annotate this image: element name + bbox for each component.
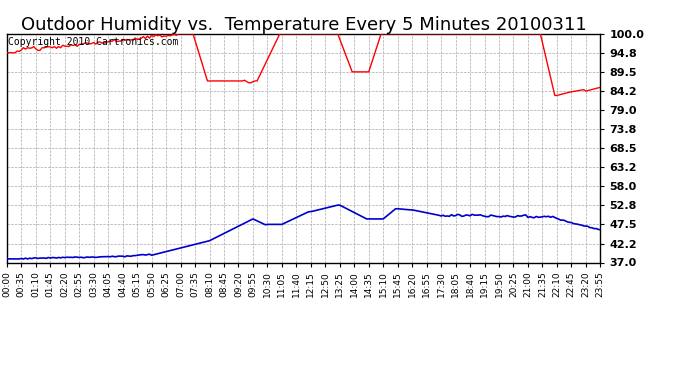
Title: Outdoor Humidity vs.  Temperature Every 5 Minutes 20100311: Outdoor Humidity vs. Temperature Every 5… bbox=[21, 16, 586, 34]
Text: Copyright 2010 Cartronics.com: Copyright 2010 Cartronics.com bbox=[8, 37, 179, 47]
